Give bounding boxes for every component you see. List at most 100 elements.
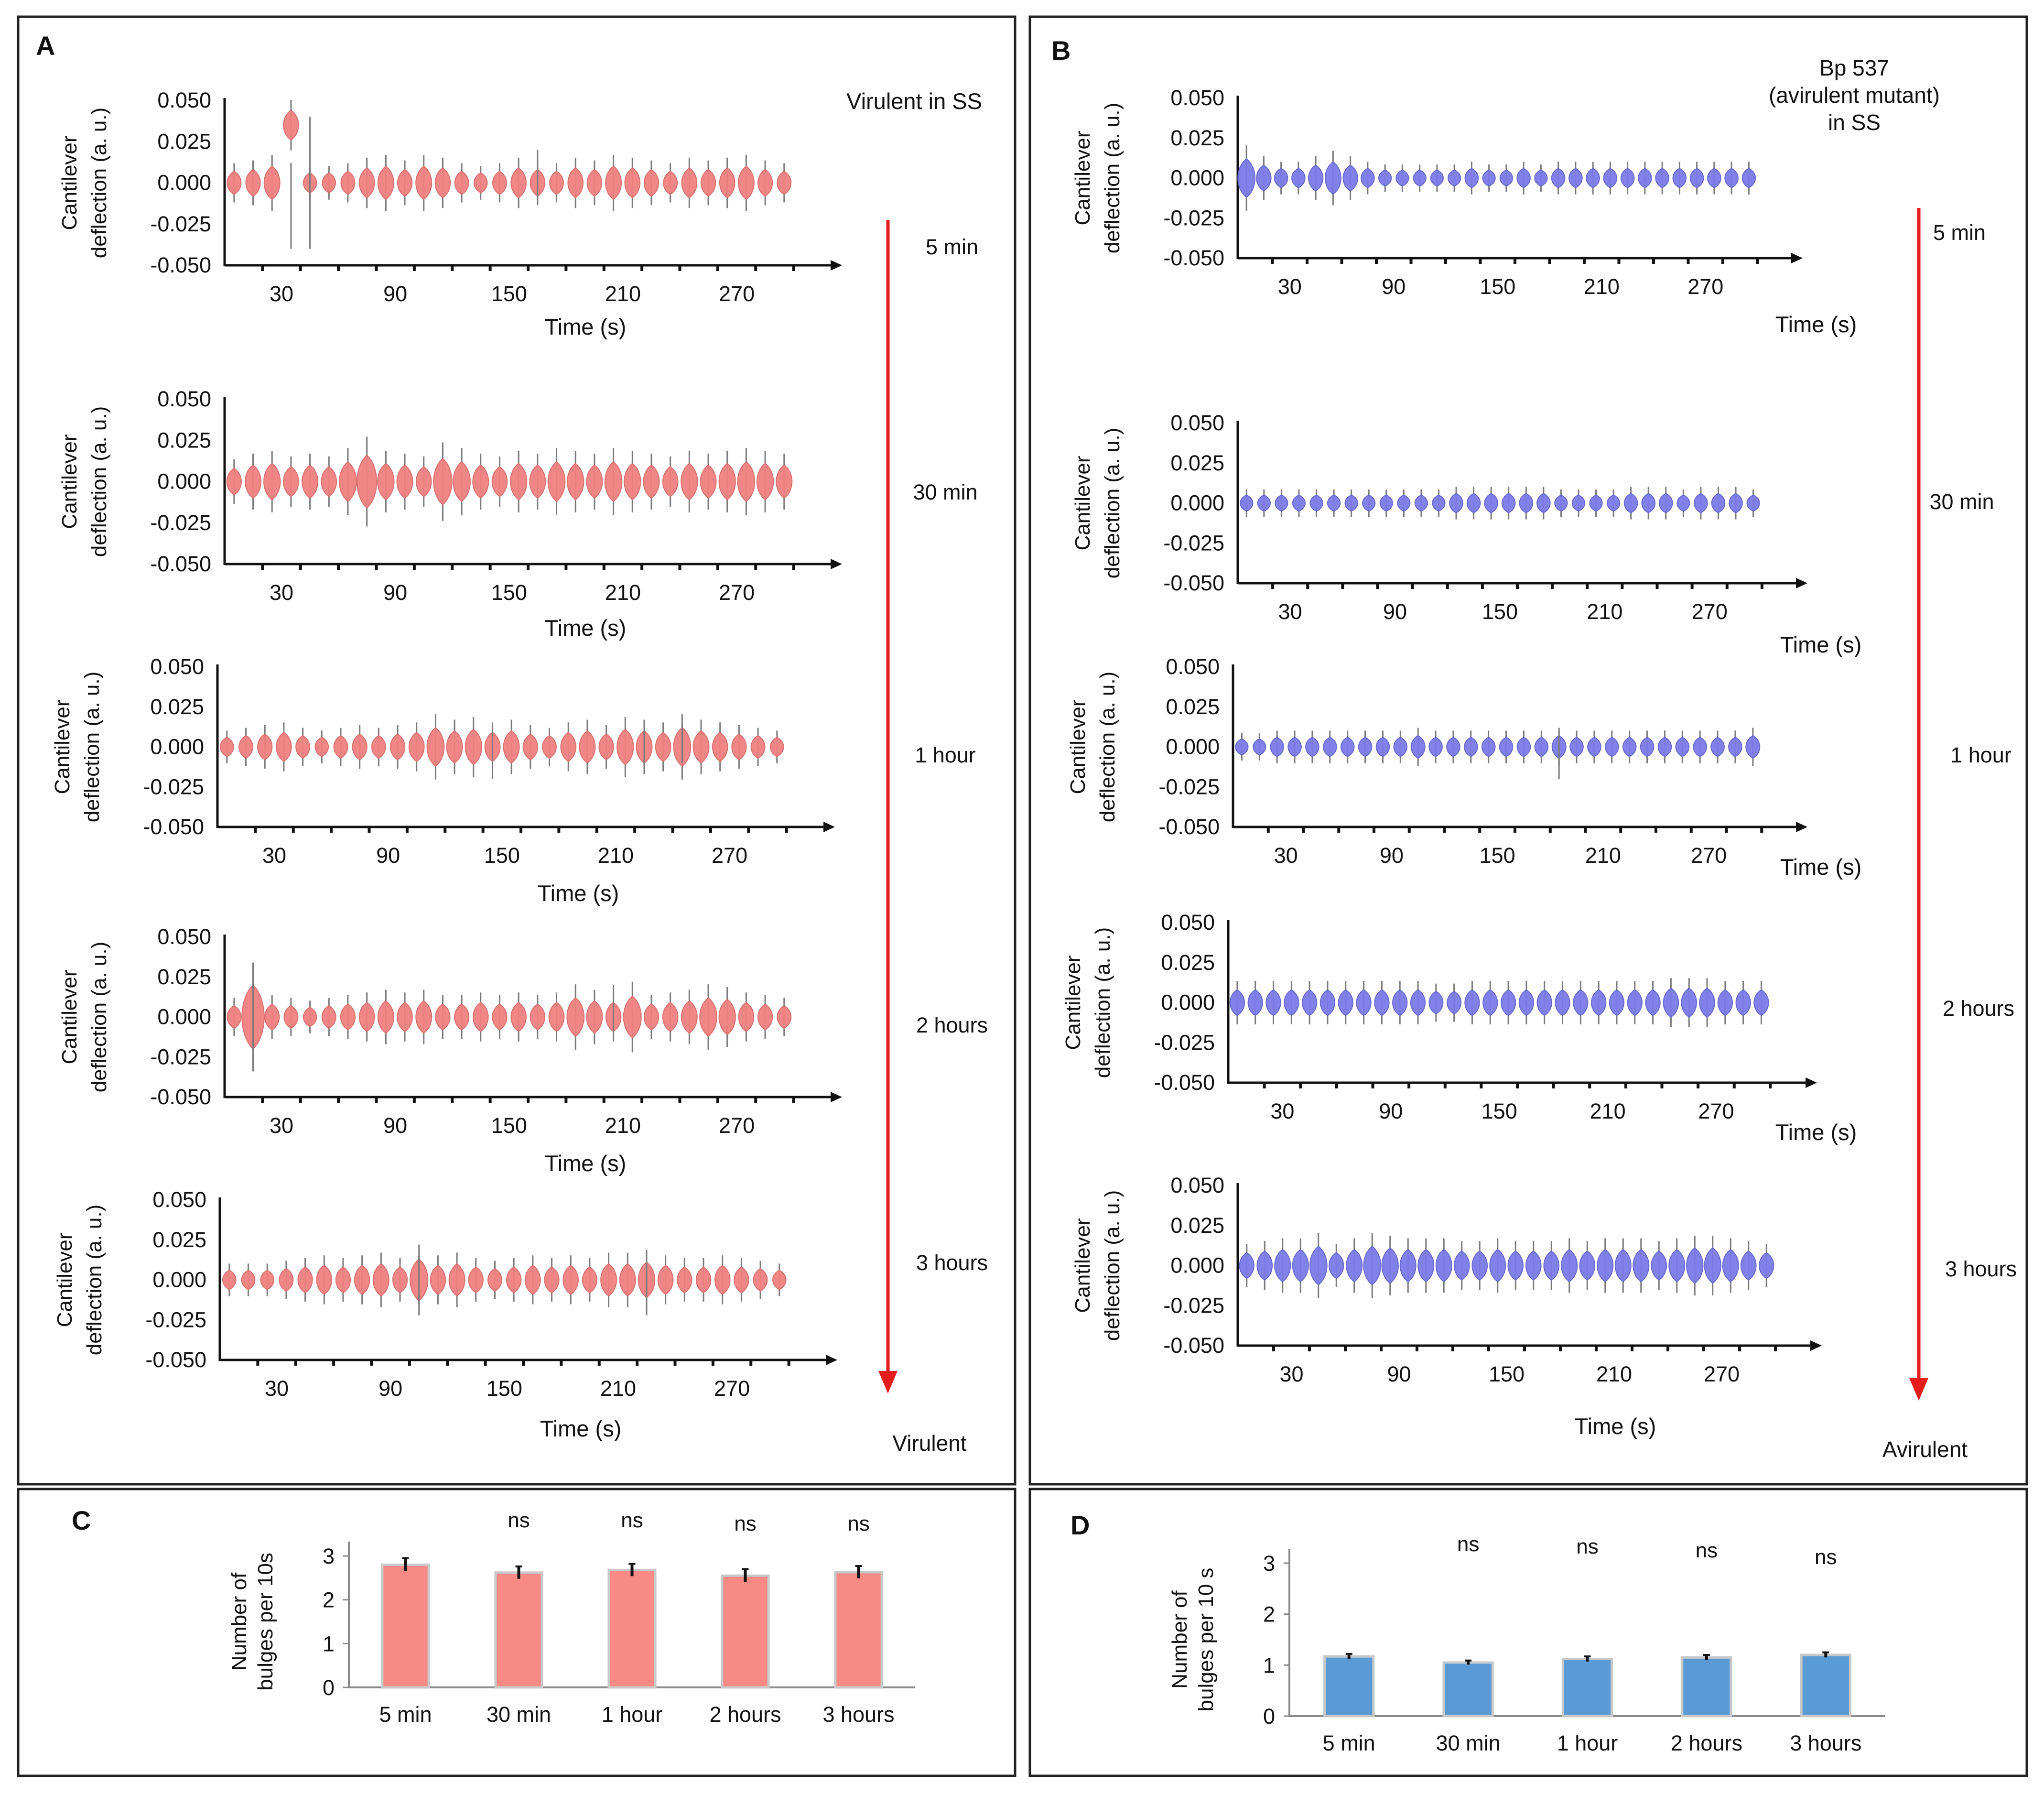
violin: [623, 995, 642, 1039]
violin: [619, 1263, 636, 1297]
x-axis-arrowhead: [826, 1355, 837, 1365]
panel-b-subplot-4: 0.050 0.025 0.000 -0.025 -0.050 30 90 150 210 270…: [1071, 1173, 1822, 1439]
x-tick-label: 270: [1692, 599, 1728, 624]
y-tick-label: -0.050: [1163, 1333, 1224, 1358]
violin: [503, 730, 520, 764]
violin: [227, 171, 242, 195]
violin: [547, 461, 566, 502]
violin: [1573, 989, 1589, 1016]
violin: [245, 464, 262, 499]
violin: [734, 1266, 749, 1294]
violin: [1746, 494, 1760, 512]
x-tick-label: 30: [270, 580, 293, 605]
y-tick-label: 3: [1263, 1551, 1275, 1576]
violin: [750, 735, 766, 759]
y-axis-label-line-2: deflection (a. u.): [1096, 672, 1119, 823]
violin: [263, 165, 281, 200]
y-axis-label-line-1: Number of: [227, 1572, 251, 1671]
violin: [566, 997, 584, 1037]
bar: [721, 1574, 770, 1689]
x-tick-label: 30: [1279, 1362, 1303, 1386]
violin: [509, 463, 528, 500]
y-tick-label: 0: [1263, 1704, 1275, 1729]
violin: [468, 1266, 484, 1294]
y-tick-label: -0.025: [143, 774, 204, 799]
violin: [1287, 737, 1302, 757]
bar: [1800, 1653, 1851, 1718]
significance-label: ns: [1696, 1539, 1718, 1562]
x-tick-label: 270: [719, 1113, 755, 1138]
y-axis-label-line-2: deflection (a. u.): [80, 672, 104, 823]
category-label: 5 min: [379, 1702, 432, 1727]
x-axis-arrowhead: [831, 559, 842, 569]
violin: [1247, 989, 1263, 1016]
y-axis-label-line-1: Cantilever: [58, 969, 81, 1064]
x-axis-label: Time (s): [1775, 1120, 1857, 1145]
panel-a-time-arrow: [878, 220, 898, 1393]
violin: [718, 999, 736, 1035]
y-tick-label: -0.025: [145, 1307, 206, 1332]
category-label: 30 min: [487, 1702, 551, 1727]
violin: [377, 165, 394, 200]
violin: [1482, 989, 1498, 1016]
violin: [321, 466, 337, 497]
x-axis-label: Time (s): [545, 615, 627, 641]
violin: [1356, 989, 1372, 1016]
violin: [465, 728, 482, 765]
violin: [1229, 989, 1245, 1016]
x-tick-label: 270: [714, 1376, 750, 1401]
violin: [530, 1003, 545, 1031]
violin: [1609, 989, 1624, 1016]
significance-label: ns: [734, 1512, 756, 1535]
violin: [408, 732, 425, 762]
violin: [1466, 493, 1481, 513]
violin: [1519, 493, 1534, 513]
violin: [1707, 168, 1721, 188]
violin: [1641, 493, 1656, 513]
y-tick-label: 0.050: [150, 654, 204, 679]
bar: [834, 1571, 883, 1689]
violin: [1689, 168, 1704, 188]
x-axis-arrowhead: [823, 822, 835, 832]
x-tick-label: 150: [1480, 274, 1515, 299]
violin: [776, 464, 793, 499]
panel-b-timepoint-label-0: 5 min: [1933, 220, 1986, 245]
violin: [1501, 493, 1516, 513]
violin: [662, 466, 679, 497]
violin: [220, 737, 234, 757]
violin: [1753, 989, 1769, 1016]
panel-a-subplot-3: 0.050 0.025 0.000 -0.025 -0.050 30 90 150 210 270…: [58, 924, 842, 1176]
violin: [430, 1265, 446, 1295]
violin: [283, 466, 299, 497]
category-label: 5 min: [1323, 1731, 1375, 1755]
y-axis-label-line-2: deflection (a. u.): [1101, 1190, 1124, 1341]
violin: [579, 730, 596, 764]
violin: [712, 732, 728, 762]
violin: [681, 463, 698, 500]
violin: [354, 1265, 370, 1295]
violin: [1657, 737, 1672, 757]
panel-a-timepoint-label-2: 1 hour: [915, 743, 976, 767]
violin: [1740, 1250, 1757, 1281]
panel-a-timepoint-label-0: 5 min: [926, 235, 978, 259]
y-tick-label: 0.050: [157, 387, 211, 411]
y-tick-label: -0.025: [1163, 531, 1224, 555]
y-axis-label-line-2: deflection (a. u.): [87, 108, 111, 259]
violin: [719, 167, 735, 198]
violin: [1543, 1250, 1560, 1281]
violin: [1501, 989, 1516, 1016]
significance-label: ns: [847, 1512, 869, 1535]
violin: [1586, 168, 1600, 188]
violin: [357, 454, 378, 509]
violin: [586, 464, 603, 499]
panel-a-subplot-2: 0.050 0.025 0.000 -0.025 -0.050 30 90 150 210 270…: [51, 654, 835, 906]
violin: [1603, 168, 1618, 188]
violin: [1374, 989, 1390, 1016]
violin: [340, 1003, 356, 1031]
violin: [1361, 168, 1375, 188]
y-axis-label-line-1: Cantilever: [1071, 130, 1094, 225]
y-axis-label-line-2: deflection (a. u.): [1091, 927, 1114, 1078]
violin: [1536, 493, 1551, 513]
violin: [567, 167, 584, 198]
y-axis-label-line-1: Cantilever: [51, 699, 74, 794]
